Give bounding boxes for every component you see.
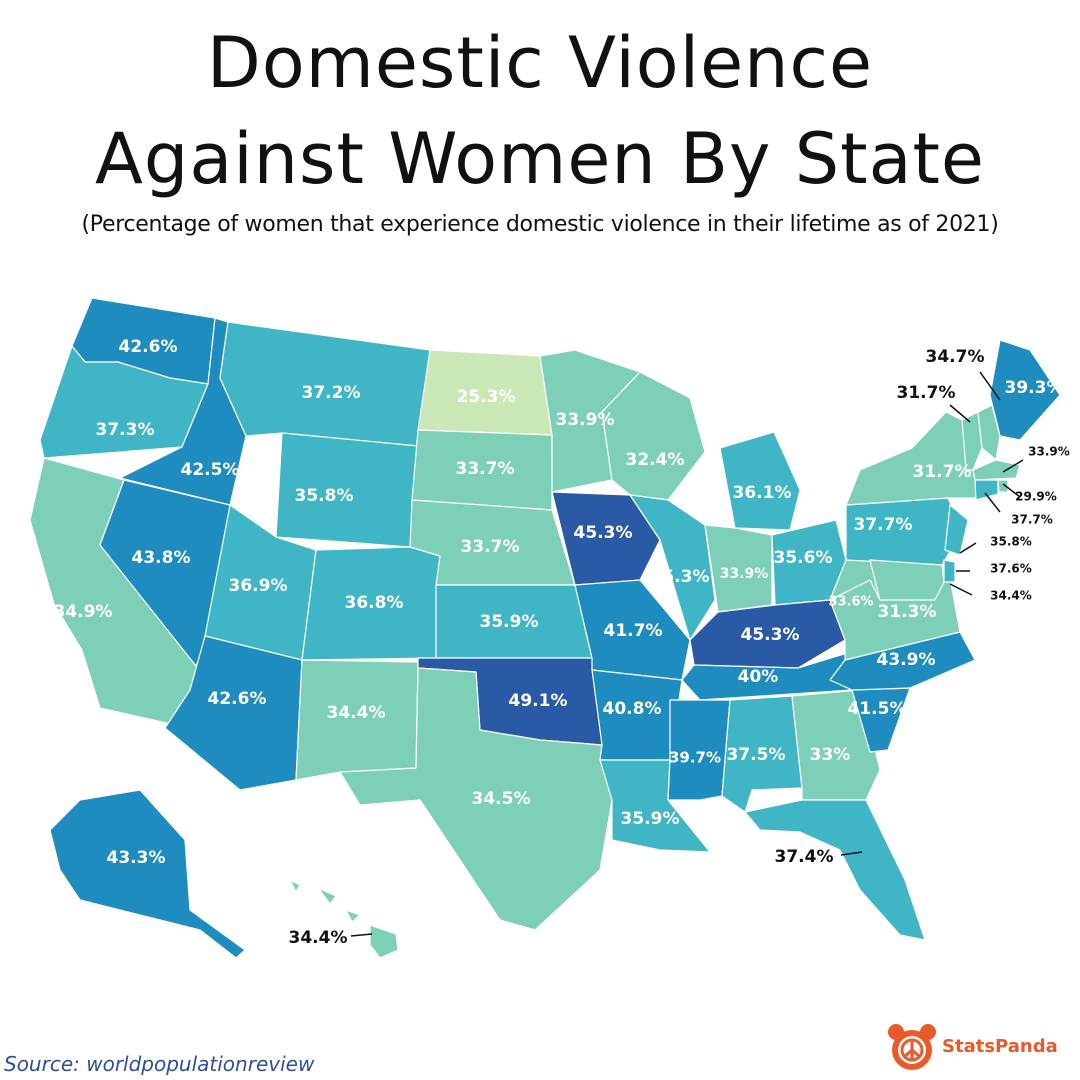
state-wi xyxy=(601,371,706,501)
state-label-wi: 32.4% xyxy=(626,450,685,470)
state-label-tx: 34.5% xyxy=(472,789,531,809)
state-label-oh: 35.6% xyxy=(774,548,833,568)
state-vt xyxy=(961,411,983,471)
leader-line-ma xyxy=(1002,459,1024,473)
state-label-az: 42.6% xyxy=(208,689,267,709)
state-label-tn: 40% xyxy=(738,667,779,687)
state-label-la: 35.9% xyxy=(621,809,680,829)
state-label-nc: 43.9% xyxy=(877,650,936,670)
state-label-ks: 35.9% xyxy=(480,612,539,632)
state-label-wv: 33.6% xyxy=(828,595,873,610)
state-label-mi: 36.1% xyxy=(733,483,792,503)
leader-line-vt xyxy=(949,404,971,423)
state-label-ne: 33.7% xyxy=(461,537,520,557)
leader-line-md xyxy=(949,583,973,596)
state-ak xyxy=(49,789,246,959)
leader-line-nh xyxy=(979,371,1001,401)
state-il xyxy=(629,494,716,641)
state-label-mo: 41.7% xyxy=(604,621,663,641)
state-label-pa: 37.7% xyxy=(854,515,913,535)
state-me xyxy=(989,339,1061,441)
state-label-de: 37.6% xyxy=(990,562,1032,576)
brand-name: StatsPanda xyxy=(942,1036,1058,1057)
state-label-md: 34.4% xyxy=(990,589,1032,603)
state-ma xyxy=(972,459,1021,481)
state-nj xyxy=(944,504,969,556)
state-label-sd: 33.7% xyxy=(456,459,515,479)
state-label-nm: 34.4% xyxy=(327,703,386,723)
title-line-1: Domestic Violence xyxy=(206,22,874,104)
state-label-ak: 43.3% xyxy=(107,848,166,868)
state-ri xyxy=(997,479,1009,493)
state-label-wy: 35.8% xyxy=(295,486,354,506)
state-nh xyxy=(977,404,1001,461)
state-mi xyxy=(719,431,801,531)
state-hi xyxy=(289,879,399,959)
brand-logo: StatsPanda xyxy=(886,1022,1076,1072)
leader-line-fl xyxy=(840,851,863,856)
leader-line-ct xyxy=(984,492,1001,513)
state-label-ms: 39.7% xyxy=(669,749,721,767)
state-label-ut: 36.9% xyxy=(229,576,288,596)
state-md xyxy=(869,559,945,601)
source-note: Source: worldpopulationreview xyxy=(4,1052,315,1076)
state-label-al: 37.5% xyxy=(727,745,786,765)
state-label-co: 36.8% xyxy=(345,593,404,613)
state-label-ky: 45.3% xyxy=(741,625,800,645)
state-label-hi: 34.4% xyxy=(289,928,348,948)
state-label-nj: 35.8% xyxy=(990,535,1032,549)
state-label-il: 35.3% xyxy=(651,567,710,587)
state-label-id: 42.5% xyxy=(181,460,240,480)
state-label-sc: 41.5% xyxy=(848,699,907,719)
state-label-nh: 34.7% xyxy=(926,347,985,367)
state-label-ca: 34.9% xyxy=(54,602,113,622)
leader-line-ri xyxy=(1002,483,1021,498)
state-ct xyxy=(974,479,999,501)
panda-logo-icon xyxy=(888,1024,936,1070)
subtitle: (Percentage of women that experience dom… xyxy=(81,212,999,237)
state-label-nd: 25.3% xyxy=(457,387,516,407)
state-in xyxy=(704,524,773,613)
state-fl xyxy=(744,799,926,941)
state-label-ia: 45.3% xyxy=(574,523,633,543)
state-label-mt: 37.2% xyxy=(302,383,361,403)
state-label-ok: 49.1% xyxy=(509,691,568,711)
leader-line-nj xyxy=(959,542,977,554)
state-ia xyxy=(551,491,661,586)
state-label-in: 33.9% xyxy=(720,566,769,582)
state-label-me: 39.3% xyxy=(1005,378,1064,398)
state-label-fl: 37.4% xyxy=(775,847,834,867)
state-label-ny: 31.7% xyxy=(913,462,972,482)
state-label-or: 37.3% xyxy=(96,420,155,440)
leader-line-hi xyxy=(350,933,373,937)
state-label-ma: 33.9% xyxy=(1028,445,1070,459)
state-label-mn: 33.9% xyxy=(556,410,615,430)
state-label-ct: 37.7% xyxy=(1011,513,1053,527)
state-label-vt: 31.7% xyxy=(897,383,956,403)
state-label-nv: 43.8% xyxy=(132,548,191,568)
state-de xyxy=(943,559,956,583)
state-label-ar: 40.8% xyxy=(603,699,662,719)
title-line-2: Against Women By State xyxy=(95,118,985,200)
state-label-va: 31.3% xyxy=(878,602,937,622)
state-label-ga: 33% xyxy=(810,745,851,765)
state-label-wa: 42.6% xyxy=(119,337,178,357)
state-label-ri: 29.9% xyxy=(1015,490,1057,504)
